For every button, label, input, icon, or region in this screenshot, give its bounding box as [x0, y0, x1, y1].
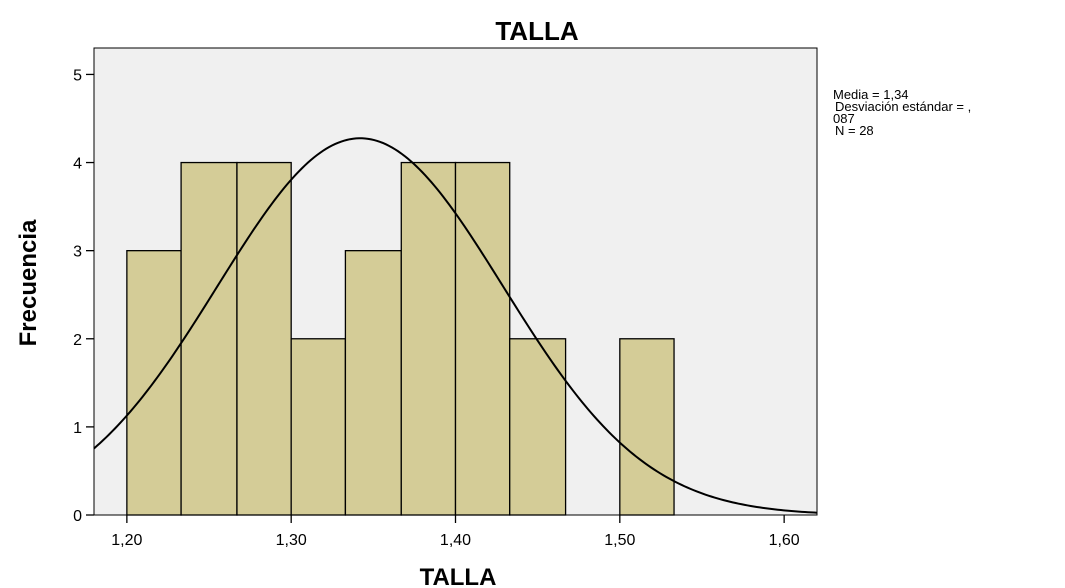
statistics-box: Media = 1,34 Desviación estándar = , 087…: [833, 87, 971, 138]
stat-n: N = 28: [835, 123, 874, 138]
x-axis-label: TALLA: [420, 564, 497, 588]
histogram-bar-5: [344, 250, 402, 516]
y-axis-label: Frecuencia: [15, 219, 42, 346]
stat-mean: Media = 1,34: [833, 87, 909, 102]
y-tick-label: 3: [73, 244, 82, 261]
y-tick-label: 0: [73, 508, 82, 525]
histogram-bar-4: [290, 338, 347, 516]
y-tick-label: 1: [73, 420, 82, 437]
normal-curve: [93, 137, 818, 514]
histogram-bars: [126, 161, 675, 516]
x-tick-label: 1,30: [276, 532, 307, 549]
y-axis: 0 1 2 3 4 5: [73, 67, 94, 525]
histogram-bar-2: [180, 161, 238, 516]
histogram-bar-7: [454, 161, 511, 516]
histogram-bar-6: [400, 161, 457, 516]
x-tick-label: 1,20: [111, 532, 142, 549]
x-axis: 1,20 1,30 1,40 1,50 1,60: [111, 515, 800, 549]
x-tick-label: 1,40: [440, 532, 471, 549]
x-tick-label: 1,60: [769, 532, 800, 549]
chart-title: TALLA: [495, 16, 578, 46]
y-tick-label: 4: [73, 156, 82, 173]
y-tick-label: 5: [73, 67, 82, 84]
histogram-bar-9: [619, 338, 675, 516]
x-tick-label: 1,50: [604, 532, 635, 549]
histogram-bar-8: [509, 338, 567, 516]
stat-std-dev: Desviación estándar = ,: [835, 99, 971, 114]
histogram-bar-3: [236, 161, 292, 516]
stat-std-dev-cont: 087: [833, 111, 855, 126]
y-tick-label: 2: [73, 332, 82, 349]
